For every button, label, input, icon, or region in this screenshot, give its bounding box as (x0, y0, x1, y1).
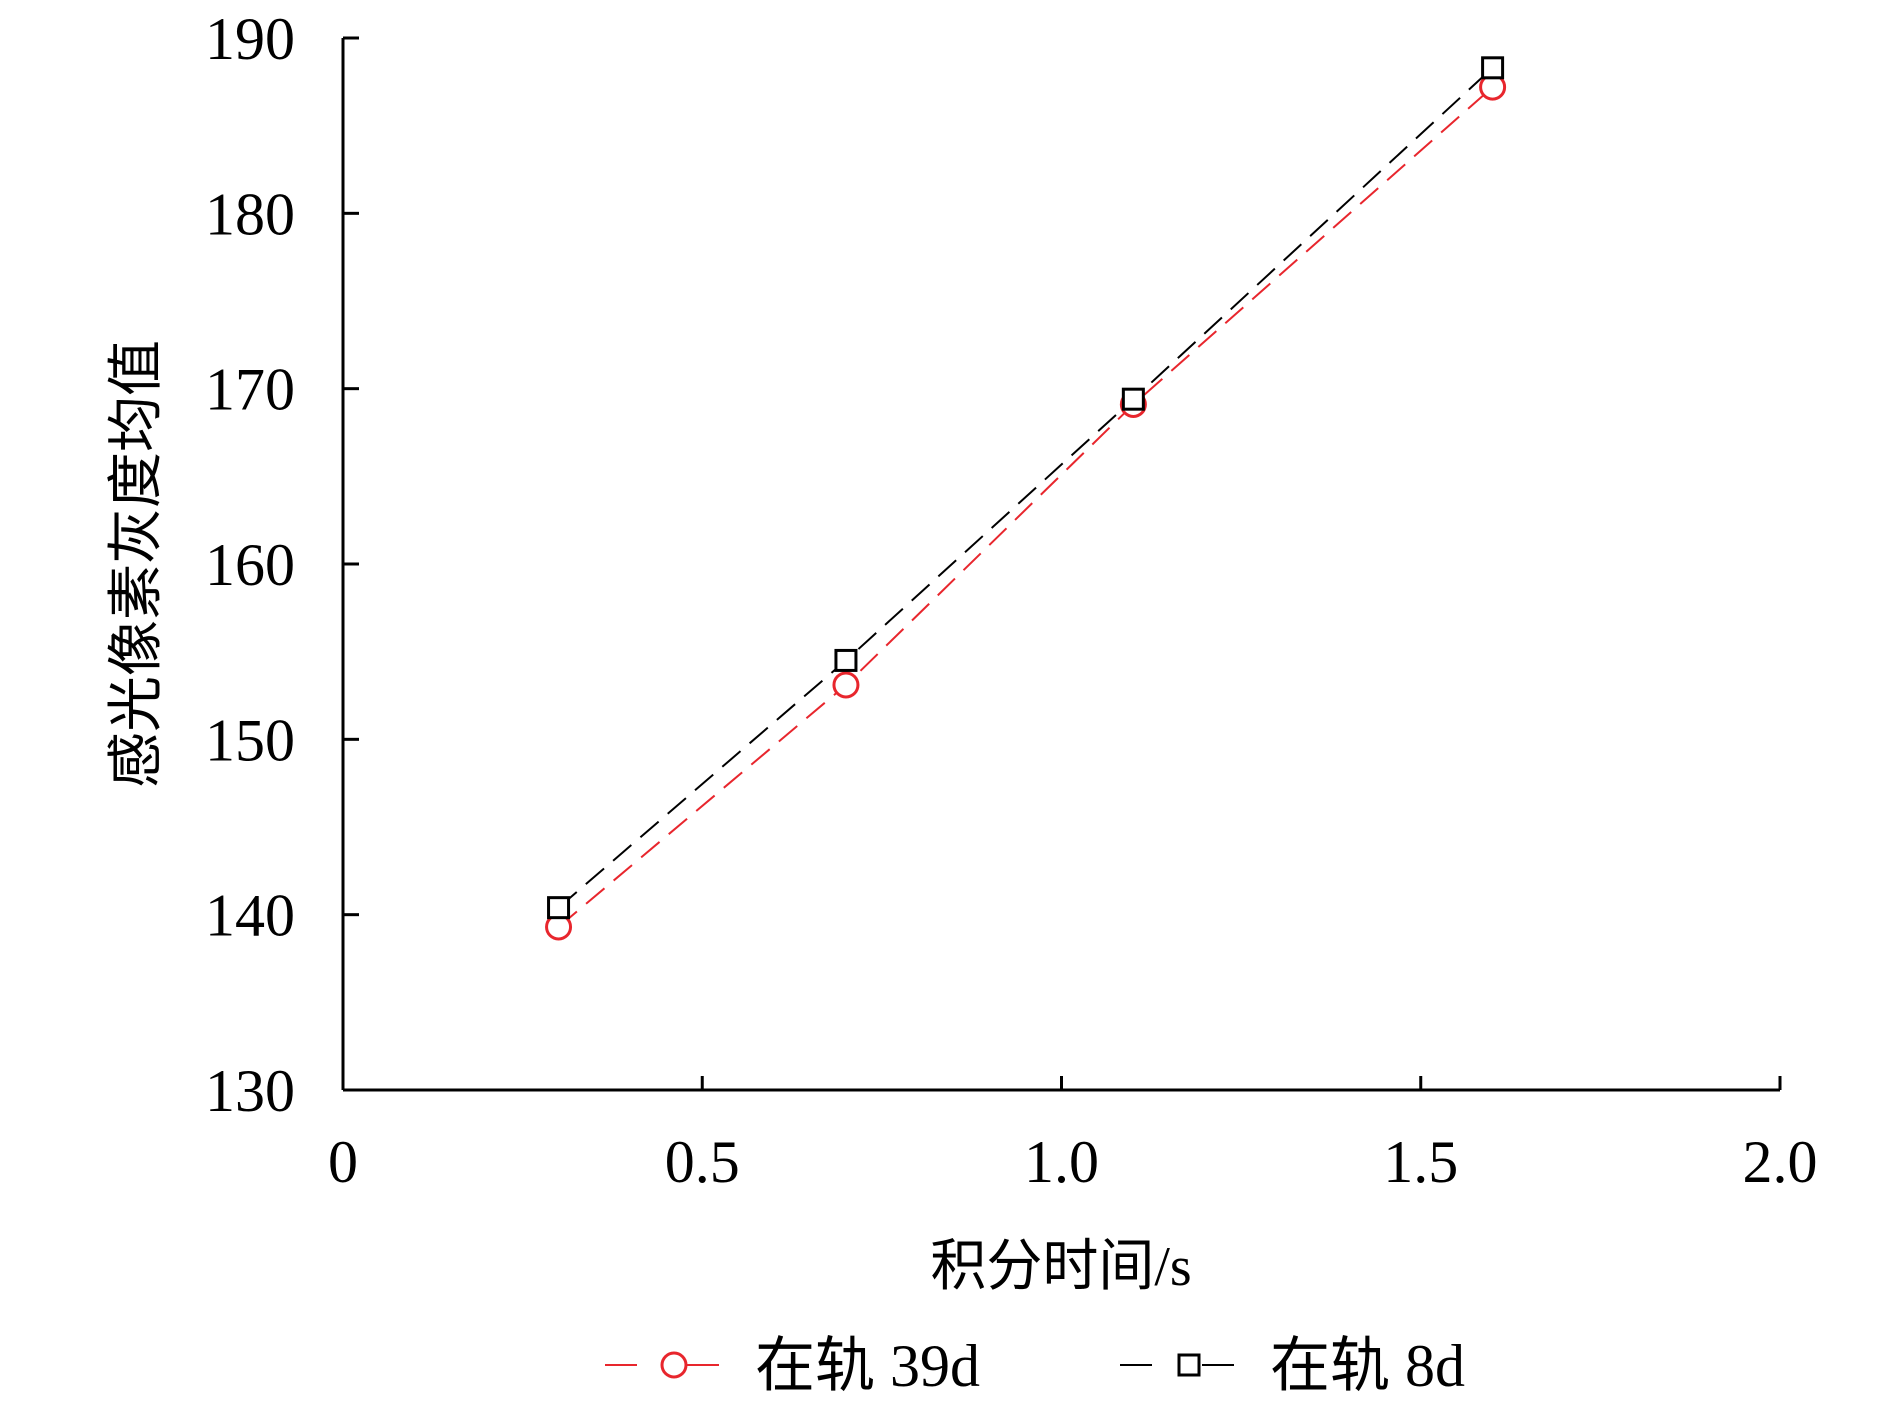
x-axis-label: 积分时间/s (930, 1236, 1191, 1298)
y-tick-label: 130 (205, 1058, 295, 1124)
legend-item-0: 在轨 39d (605, 1333, 980, 1399)
legend-item-1: 在轨 8d (1120, 1333, 1465, 1399)
x-tick-label: 0 (328, 1129, 358, 1195)
y-tick-label: 160 (205, 532, 295, 598)
y-tick-label: 180 (205, 181, 295, 247)
x-tick-label: 1.5 (1383, 1129, 1458, 1195)
series-1-point (1481, 56, 1505, 80)
series-1-point (1121, 387, 1145, 411)
legend: 在轨 39d 在轨 8d (605, 1333, 1465, 1399)
legend-label: 在轨 39d (755, 1333, 980, 1399)
series-0-point (832, 671, 860, 699)
y-tick-label: 140 (205, 883, 295, 949)
y-ticks: 130 140 150 160 170 180 190 (205, 6, 359, 1124)
series-line-1 (557, 67, 1494, 909)
x-ticks: 0 0.5 1.0 1.5 2.0 (328, 1076, 1818, 1195)
legend-marker (1177, 1353, 1201, 1377)
y-axis-label: 感光像素灰度均值 (106, 340, 168, 788)
series-markers (545, 56, 1507, 941)
y-tick-label: 150 (205, 707, 295, 773)
series-1-point (547, 896, 571, 920)
series-line-0 (557, 86, 1494, 928)
legend-marker (660, 1351, 688, 1379)
legend-label: 在轨 8d (1270, 1333, 1465, 1399)
x-tick-label: 1.0 (1024, 1129, 1099, 1195)
series-1-point (834, 648, 858, 672)
x-tick-label: 2.0 (1743, 1129, 1818, 1195)
x-tick-label: 0.5 (665, 1129, 740, 1195)
y-tick-label: 190 (205, 6, 295, 72)
y-tick-label: 170 (205, 357, 295, 423)
series-lines (557, 67, 1494, 928)
